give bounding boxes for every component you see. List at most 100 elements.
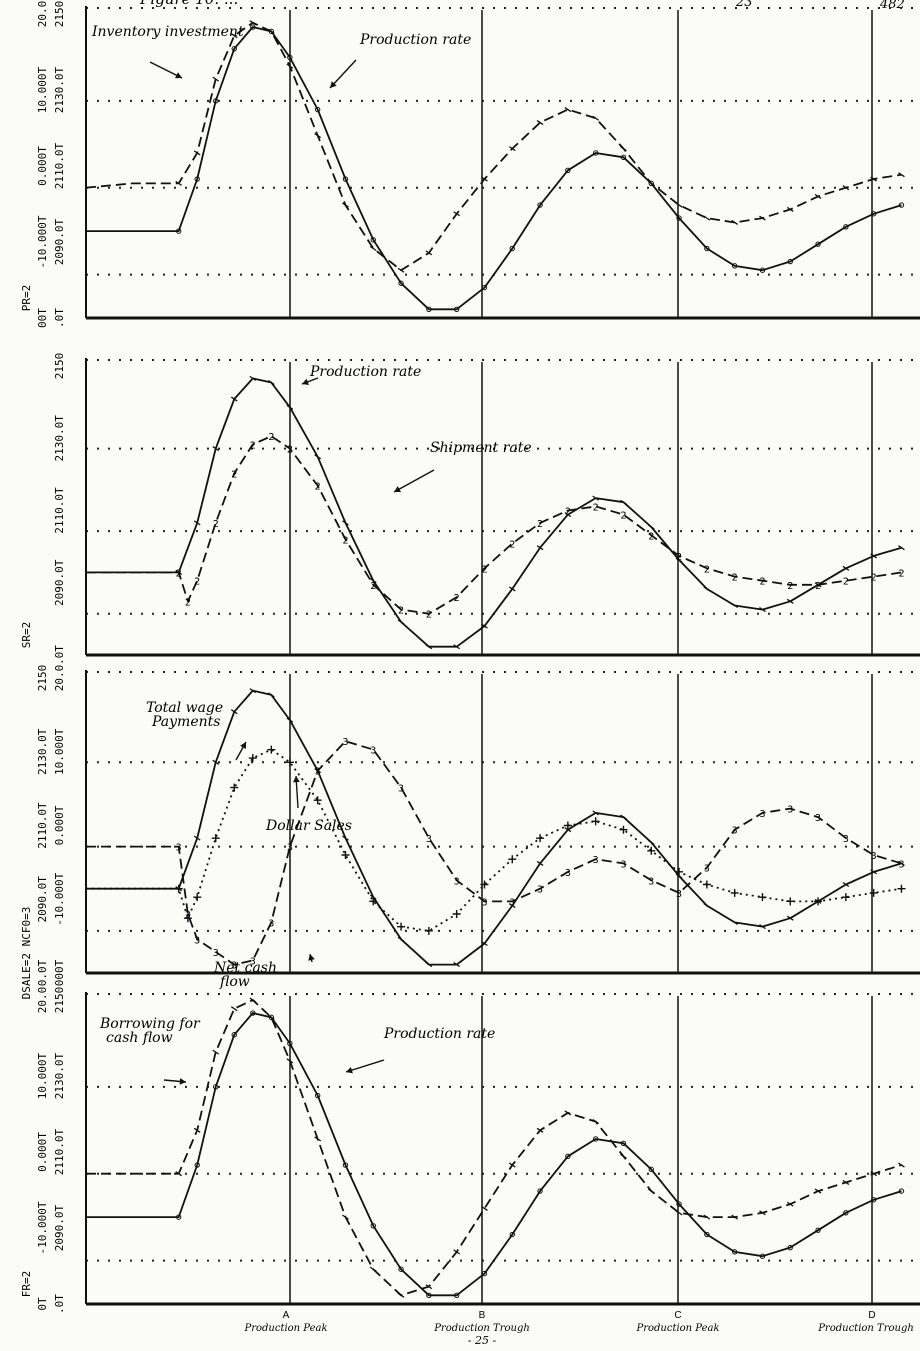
data-point: [592, 115, 600, 121]
data-point: [250, 24, 256, 30]
data-point: 2: [398, 606, 404, 617]
data-point: [249, 20, 257, 26]
data-point: 2: [250, 440, 256, 451]
data-point: [786, 598, 794, 604]
x-label-a-letter: A: [283, 1310, 290, 1321]
y-axis-label: SR=2: [20, 622, 33, 649]
data-point: 3: [315, 767, 321, 778]
data-point: 2: [620, 511, 626, 522]
series-line: [86, 748, 902, 932]
annotation-arrow: [345, 1059, 385, 1073]
data-point: [212, 76, 220, 82]
data-point: [731, 1249, 738, 1255]
y-tick-label: 0.0T: [36, 959, 49, 986]
data-point: [397, 619, 405, 625]
data-point: 3: [704, 864, 710, 875]
data-point: 3: [537, 885, 543, 896]
y-tick-label: 10.000T: [36, 66, 49, 113]
annotation-label: Shipment rate: [430, 440, 532, 456]
data-point: [509, 1231, 515, 1238]
series-line: [86, 1012, 902, 1297]
annotation-arrowhead: [308, 954, 315, 961]
data-point: [591, 817, 600, 826]
series-line: [86, 689, 902, 966]
data-point: [231, 46, 237, 52]
data-point: [731, 919, 739, 925]
data-point: 3: [593, 855, 599, 866]
data-point: [843, 224, 849, 230]
data-point: [426, 306, 432, 313]
data-point: [703, 586, 711, 592]
annotation-label: Production rate: [309, 364, 421, 380]
annotation-line: Borrowing for: [99, 1016, 201, 1032]
annotation-arrowhead: [330, 81, 337, 88]
annotation-label: Dollar Sales: [265, 818, 352, 834]
data-point: 3: [565, 868, 571, 879]
data-point: [453, 1292, 460, 1299]
y-tick-label: 2110.0T: [36, 802, 49, 849]
data-point: [592, 495, 600, 501]
data-point: [759, 607, 766, 613]
data-point: [425, 644, 433, 650]
data-point: [898, 172, 905, 178]
data-point: [841, 893, 850, 902]
y-tick-label: -10.000T: [36, 1201, 49, 1254]
y-tick-label: 10.000T: [53, 728, 66, 775]
data-point: [508, 855, 517, 864]
y-tick-label: 2150: [53, 987, 66, 1014]
data-point: [453, 644, 461, 650]
x-label-b: Production Trough: [433, 1323, 530, 1334]
data-point: [211, 834, 220, 843]
data-point: [759, 1210, 766, 1216]
y-axis-label: PR=2: [20, 285, 33, 312]
data-point: [647, 846, 656, 855]
data-point: [676, 1201, 682, 1207]
data-point: [537, 1188, 543, 1194]
data-point: [175, 1171, 183, 1177]
data-point: [897, 884, 906, 893]
data-point: 2: [342, 535, 348, 546]
annotation-line: Shipment rate: [430, 440, 532, 456]
y-tick-label: .0T: [53, 1294, 66, 1314]
data-point: [314, 133, 322, 139]
data-point: [314, 454, 322, 460]
y-tick-label: 00T: [36, 308, 49, 328]
data-point: 3: [268, 918, 274, 929]
data-point: [787, 1244, 793, 1251]
data-point: [369, 578, 377, 584]
chart-panel-4: 20.0 10.000T 0.000T -10.000T 0T 2150 2130.0T 21…: [20, 987, 920, 1314]
annotation-arrowhead: [394, 486, 401, 492]
data-point: [565, 167, 571, 174]
data-point: [508, 1162, 516, 1168]
data-point: [481, 1205, 488, 1211]
data-point: [731, 219, 739, 225]
data-point: [675, 202, 683, 208]
annotation-arrowhead: [179, 1078, 186, 1085]
data-point: [786, 915, 794, 921]
data-point: [814, 897, 823, 906]
data-point: 3: [815, 813, 821, 824]
data-point: [787, 258, 793, 265]
data-point: [675, 873, 683, 879]
data-point: [786, 897, 795, 906]
data-point: 3: [342, 737, 348, 748]
annotation-label: Production rate: [383, 1026, 495, 1042]
data-point: [814, 1188, 822, 1194]
data-point: 2: [213, 519, 219, 530]
data-point: [815, 1227, 821, 1233]
data-point: [481, 284, 488, 291]
page-number-top: 23: [735, 0, 753, 10]
data-point: [870, 1171, 878, 1177]
data-point: [898, 1188, 905, 1194]
data-point: [342, 520, 349, 526]
annotation-arrowhead: [175, 72, 182, 79]
data-point: [563, 821, 572, 830]
data-point: [175, 180, 183, 186]
data-point: [453, 962, 461, 968]
y-tick-label: 2130.0T: [53, 1052, 66, 1099]
data-point: 3: [454, 876, 460, 887]
data-point: [193, 893, 202, 902]
data-point: 2: [732, 573, 738, 584]
annotation-label: Inventory investment: [91, 24, 244, 40]
data-point: [564, 1110, 572, 1116]
